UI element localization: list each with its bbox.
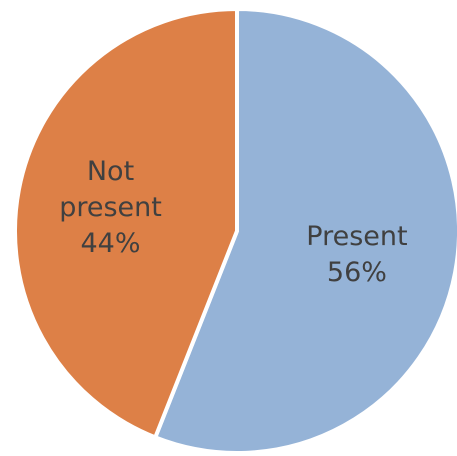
pie-label-not-present: Not present 44%	[59, 156, 162, 259]
slices-group	[13, 7, 457, 455]
pie-label-present: Present 56%	[306, 221, 407, 288]
labels-group: Present 56% Not present 44%	[59, 156, 407, 288]
pie-slice-not-present	[13, 7, 239, 440]
pie-slice-present	[153, 7, 457, 455]
